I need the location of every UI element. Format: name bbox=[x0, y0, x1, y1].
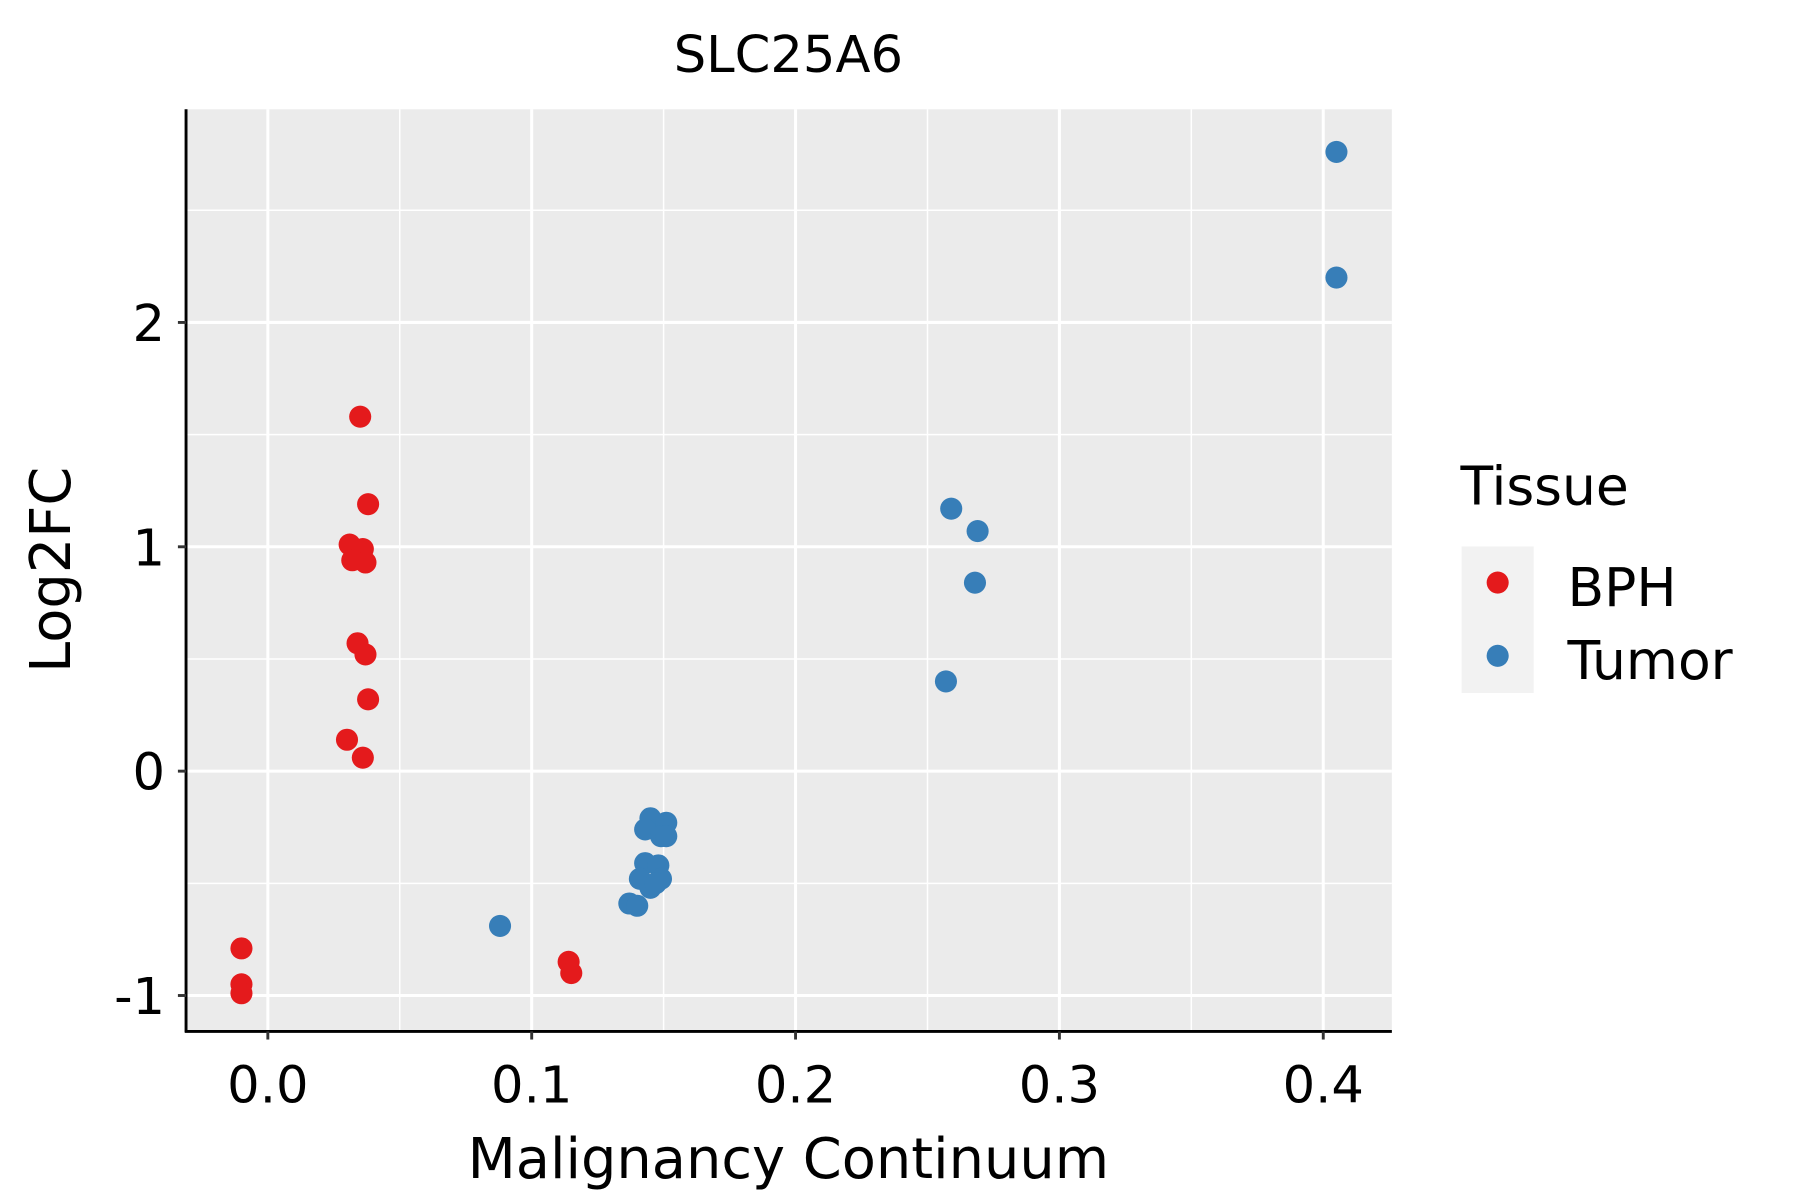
data-point-bph bbox=[335, 728, 359, 751]
y-tick-label: -1 bbox=[114, 968, 165, 1027]
y-tick-label: 1 bbox=[133, 519, 166, 578]
y-tick-label: 2 bbox=[133, 295, 166, 354]
x-tick-label: 0.1 bbox=[491, 1056, 572, 1115]
chart-title: SLC25A6 bbox=[674, 26, 903, 85]
legend-label-bph: BPH bbox=[1567, 556, 1676, 619]
y-tick-label: 0 bbox=[133, 744, 166, 803]
data-point-tumor bbox=[1325, 140, 1348, 163]
x-axis-ticks: 0.0 0.1 0.2 0.3 0.4 bbox=[227, 1031, 1364, 1115]
data-point-tumor bbox=[966, 520, 989, 543]
y-axis-title: Log2FC bbox=[19, 467, 84, 673]
data-point-bph bbox=[230, 982, 253, 1005]
data-point-bph bbox=[354, 551, 377, 574]
data-point-bph bbox=[230, 937, 253, 960]
legend-key-background bbox=[1461, 546, 1534, 694]
legend-key-tumor bbox=[1486, 644, 1509, 667]
data-point-bph bbox=[351, 746, 374, 769]
data-point-tumor bbox=[626, 894, 649, 917]
data-point-tumor bbox=[963, 571, 987, 594]
x-tick-label: 0.4 bbox=[1283, 1056, 1364, 1115]
data-point-tumor bbox=[934, 670, 957, 693]
grid-lines bbox=[186, 109, 1392, 1032]
data-point-tumor bbox=[940, 497, 963, 520]
data-point-bph bbox=[354, 643, 377, 666]
legend-label-tumor: Tumor bbox=[1566, 629, 1732, 692]
data-point-bph bbox=[349, 405, 372, 428]
y-axis-ticks: -1 0 1 2 bbox=[114, 295, 187, 1027]
x-axis-title: Malignancy Continuum bbox=[468, 1127, 1109, 1192]
data-point-tumor bbox=[1325, 266, 1348, 289]
data-points bbox=[230, 140, 1348, 1005]
legend-key-bph bbox=[1486, 571, 1509, 594]
data-point-tumor bbox=[644, 872, 667, 895]
legend-title: Tissue bbox=[1459, 455, 1628, 518]
data-point-bph bbox=[560, 962, 583, 985]
x-tick-label: 0.3 bbox=[1019, 1056, 1100, 1115]
x-tick-label: 0.0 bbox=[227, 1056, 308, 1115]
data-point-bph bbox=[357, 493, 380, 516]
x-tick-label: 0.2 bbox=[755, 1056, 836, 1115]
legend: Tissue BPH Tumor bbox=[1459, 455, 1733, 694]
data-point-tumor bbox=[655, 825, 678, 848]
data-point-bph bbox=[357, 688, 380, 711]
data-point-tumor bbox=[488, 914, 512, 937]
